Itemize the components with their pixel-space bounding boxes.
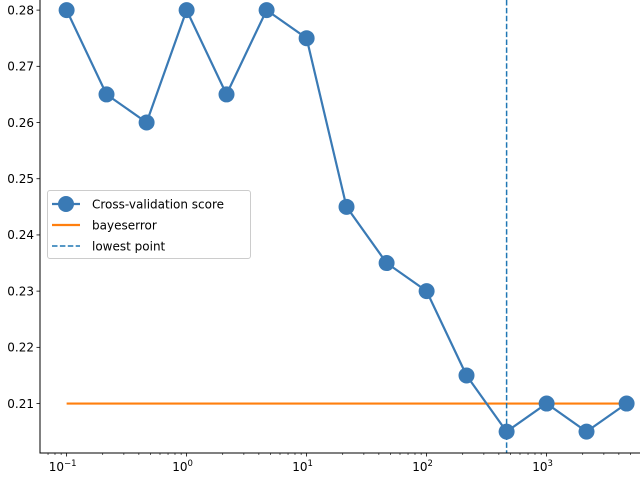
cv-score-point: [618, 395, 635, 412]
cv-score-point: [378, 255, 395, 272]
cv-score-point: [578, 423, 595, 440]
legend-label-bayeserror: bayeserror: [92, 219, 157, 233]
x-tick-label: 103: [532, 459, 553, 474]
y-tick-label: 0.24: [7, 228, 34, 242]
y-tick-label: 0.21: [7, 397, 34, 411]
x-tick-exponent: −1: [64, 459, 77, 469]
x-tick-label: 10−1: [49, 459, 77, 474]
legend-box: [47, 190, 251, 259]
y-tick-label: 0.22: [7, 341, 34, 355]
cv-score-point: [298, 30, 315, 47]
cv-score-point: [138, 114, 155, 131]
x-tick-label: 100: [172, 459, 193, 474]
y-tick-label: 0.26: [7, 116, 34, 130]
x-tick-label: 101: [292, 459, 313, 474]
x-tick-base: 10: [49, 460, 64, 474]
cv-score-point: [98, 86, 115, 103]
y-tick-label: 0.23: [7, 284, 34, 298]
x-tick-base: 10: [532, 460, 547, 474]
y-tick-label: 0.28: [7, 3, 34, 17]
x-tick-base: 10: [292, 460, 307, 474]
x-tick-exponent: 3: [548, 459, 553, 469]
cv-score-point: [58, 2, 75, 19]
cv-score-point: [418, 283, 435, 300]
cv-score-point: [218, 86, 235, 103]
x-tick-exponent: 2: [428, 459, 433, 469]
cv-score-point: [258, 2, 275, 19]
x-tick-base: 10: [172, 460, 187, 474]
legend: Cross-validation score bayeserror lowest p…: [47, 190, 251, 259]
cv-score-point: [498, 423, 515, 440]
cv-score-point: [178, 2, 195, 19]
axes-frame: [39, 0, 640, 454]
legend-swatch-cv-marker: [58, 196, 74, 212]
x-tick-label: 102: [412, 459, 433, 474]
legend-label-lowest-point: lowest point: [92, 240, 166, 254]
x-tick-exponent: 0: [188, 459, 193, 469]
cv-score-point: [538, 395, 555, 412]
cv-score-point: [338, 198, 355, 215]
cv-score-point: [458, 367, 475, 384]
x-tick-exponent: 1: [308, 459, 313, 469]
plot-area: [58, 0, 635, 453]
legend-label-cv: Cross-validation score: [92, 198, 224, 212]
y-tick-label: 0.25: [7, 172, 34, 186]
y-tick-label: 0.27: [7, 60, 34, 74]
x-tick-base: 10: [412, 460, 427, 474]
